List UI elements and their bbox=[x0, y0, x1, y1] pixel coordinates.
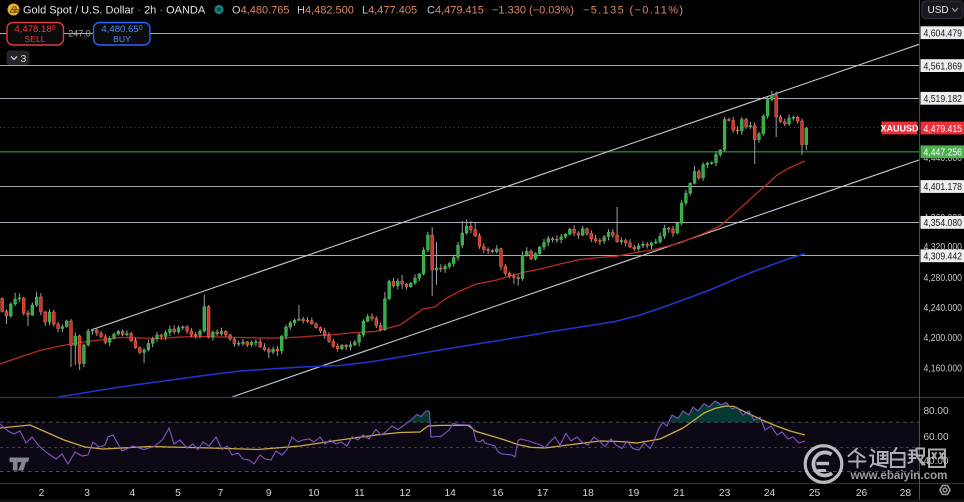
svg-text:4,401.178: 4,401.178 bbox=[924, 182, 963, 193]
svg-text:19: 19 bbox=[628, 488, 640, 499]
svg-text:4,354.080: 4,354.080 bbox=[924, 218, 963, 229]
svg-text:H4,482.500: H4,482.500 bbox=[297, 5, 354, 17]
svg-text:−5.135 (−0.11%): −5.135 (−0.11%) bbox=[583, 5, 683, 17]
svg-text:25: 25 bbox=[809, 488, 821, 499]
svg-text:80.00: 80.00 bbox=[924, 406, 949, 417]
svg-text:28: 28 bbox=[900, 488, 912, 499]
svg-text:21: 21 bbox=[673, 488, 685, 499]
svg-text:C4,479.415: C4,479.415 bbox=[427, 5, 484, 17]
svg-text:Gold Spot / U.S. Dollar · 2h ·: Gold Spot / U.S. Dollar · 2h · OANDA bbox=[23, 5, 206, 17]
svg-text:26: 26 bbox=[856, 488, 868, 499]
svg-text:60.00: 60.00 bbox=[924, 432, 949, 443]
svg-text:17: 17 bbox=[537, 488, 549, 499]
svg-text:4,309.442: 4,309.442 bbox=[924, 252, 963, 263]
svg-text:4,240.000: 4,240.000 bbox=[924, 303, 963, 314]
svg-text:3: 3 bbox=[84, 488, 90, 499]
svg-text:4,200.000: 4,200.000 bbox=[924, 333, 963, 344]
svg-text:4: 4 bbox=[129, 488, 135, 499]
svg-text:18: 18 bbox=[582, 488, 594, 499]
svg-text:12: 12 bbox=[399, 488, 411, 499]
svg-text:XAUUSD: XAUUSD bbox=[880, 123, 919, 133]
svg-text:4,320.000: 4,320.000 bbox=[924, 242, 963, 253]
svg-text:5: 5 bbox=[175, 488, 181, 499]
svg-text:9: 9 bbox=[266, 488, 272, 499]
svg-text:4,561.869: 4,561.869 bbox=[924, 61, 963, 72]
svg-text:−1.330 (−0.03%): −1.330 (−0.03%) bbox=[492, 5, 574, 17]
svg-text:www.ebaiyin.com: www.ebaiyin.com bbox=[850, 468, 948, 482]
svg-text:USD: USD bbox=[928, 5, 949, 16]
svg-text:2: 2 bbox=[39, 488, 45, 499]
svg-text:3: 3 bbox=[21, 53, 27, 65]
svg-text:16: 16 bbox=[492, 488, 504, 499]
svg-text:7: 7 bbox=[218, 488, 224, 499]
svg-text:24: 24 bbox=[764, 488, 776, 499]
svg-text:SELL: SELL bbox=[24, 34, 45, 44]
svg-text:11: 11 bbox=[354, 488, 365, 499]
svg-text:4,480.650: 4,480.650 bbox=[101, 24, 142, 35]
svg-text:14: 14 bbox=[445, 488, 457, 499]
svg-text:247.0: 247.0 bbox=[68, 28, 91, 38]
svg-text:4,447.256: 4,447.256 bbox=[924, 148, 963, 159]
svg-text:4,479.415: 4,479.415 bbox=[924, 124, 963, 135]
svg-text:4,280.000: 4,280.000 bbox=[924, 273, 963, 284]
svg-text:4,478.180: 4,478.180 bbox=[14, 24, 55, 35]
svg-text:O4,480.765: O4,480.765 bbox=[232, 5, 290, 17]
svg-text:4,604.479: 4,604.479 bbox=[924, 28, 963, 39]
svg-text:L4,477.405: L4,477.405 bbox=[362, 5, 417, 17]
svg-text:4,440.000: 4,440.000 bbox=[924, 153, 963, 164]
svg-text:4,160.000: 4,160.000 bbox=[924, 364, 963, 375]
svg-text:BUY: BUY bbox=[113, 34, 131, 44]
svg-text:40.00: 40.00 bbox=[924, 456, 949, 467]
svg-text:23: 23 bbox=[719, 488, 731, 499]
svg-text:10: 10 bbox=[308, 488, 320, 499]
svg-text:4,519.182: 4,519.182 bbox=[924, 94, 963, 105]
